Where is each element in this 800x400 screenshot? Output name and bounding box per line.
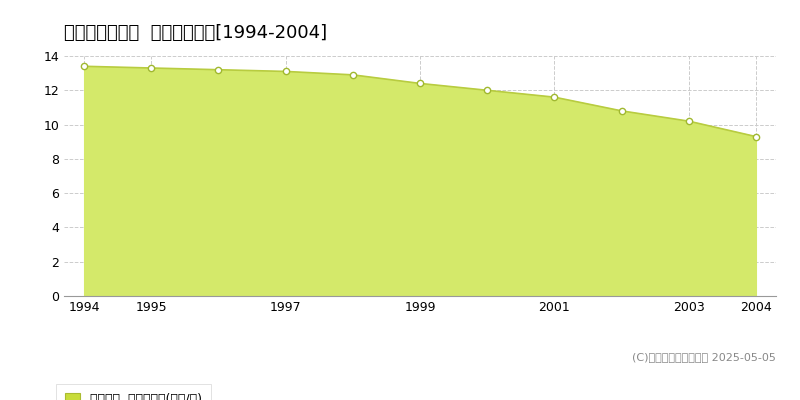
Text: (C)土地価格ドットコム 2025-05-05: (C)土地価格ドットコム 2025-05-05 — [632, 352, 776, 362]
Legend: 公示地価  平均坪単価(万円/坪): 公示地価 平均坪単価(万円/坪) — [56, 384, 210, 400]
Text: 比企郡川島町表  公示地価推移[1994-2004]: 比企郡川島町表 公示地価推移[1994-2004] — [64, 24, 327, 42]
